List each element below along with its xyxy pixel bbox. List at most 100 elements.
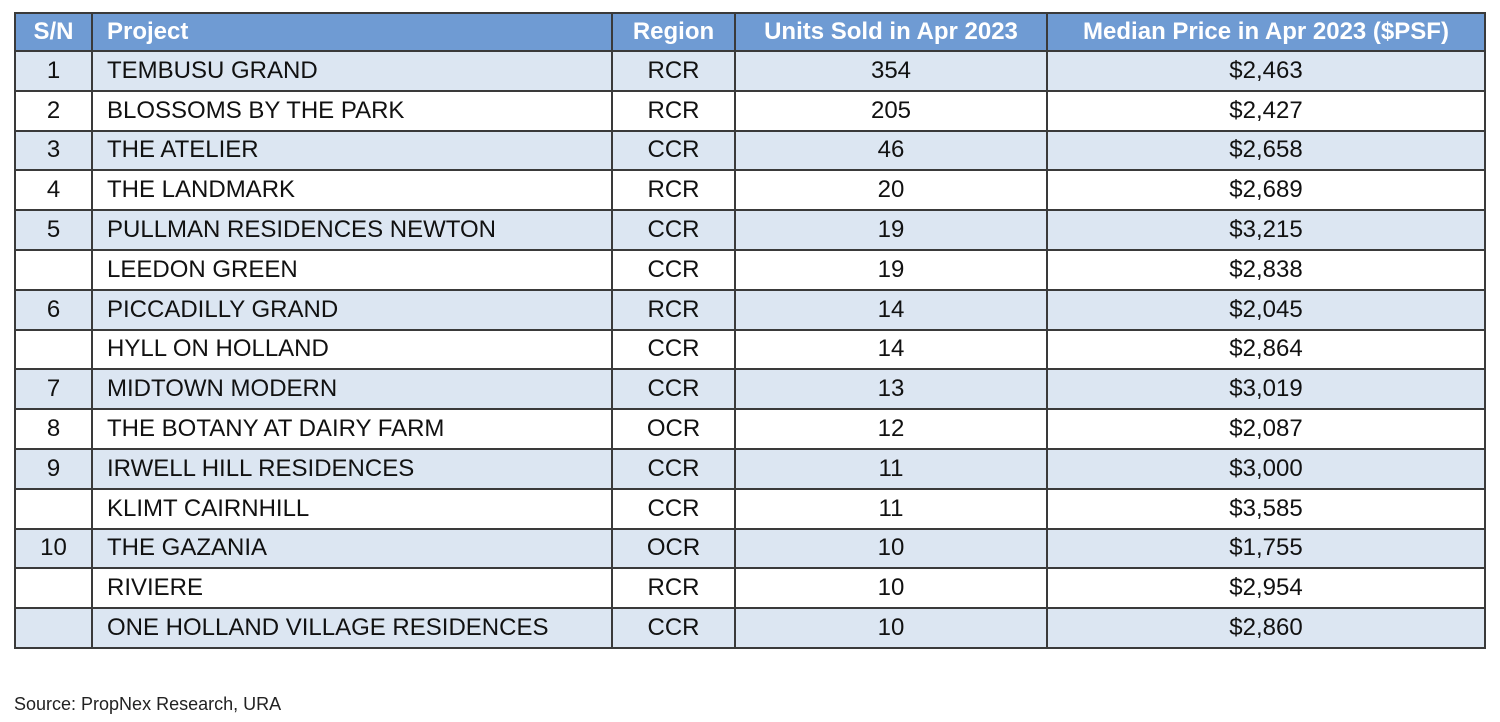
table-cell: LEEDON GREEN [91,248,613,291]
header-cell: Project [91,12,613,52]
table-cell: 12 [734,408,1048,450]
table-cell [14,607,93,649]
table-cell: RCR [611,169,736,212]
table-cell: $3,215 [1046,209,1486,251]
table-row: 6 PICCADILLY GRAND RCR 14 $2,045 [14,288,1486,331]
table-cell: 8 [14,408,93,450]
table-cell: 5 [14,209,93,251]
header-cell: Region [611,12,736,52]
table-row: 5 PULLMAN RESIDENCES NEWTON CCR 19 $3,215 [14,209,1486,251]
table-cell: CCR [611,209,736,251]
table-cell: KLIMT CAIRNHILL [91,487,613,530]
table-cell: PULLMAN RESIDENCES NEWTON [91,209,613,251]
table-cell: RCR [611,50,736,92]
table-cell: 11 [734,447,1048,490]
header-row: S/N Project Region Units Sold in Apr 2023 Me… [14,12,1486,52]
table-cell: CCR [611,328,736,371]
table-cell: CCR [611,487,736,530]
table-cell: $3,019 [1046,368,1486,411]
table-cell: 10 [734,527,1048,570]
table-cell [14,328,93,371]
table-row: RIVIERE RCR 10 $2,954 [14,567,1486,610]
table-cell: 19 [734,209,1048,251]
table-row: 2 BLOSSOMS BY THE PARK RCR 205 $2,427 [14,89,1486,132]
source-note: Source: PropNex Research, URA [14,694,282,714]
table-row: ONE HOLLAND VILLAGE RESIDENCES CCR 10 $2,86… [14,607,1486,649]
table-cell: PICCADILLY GRAND [91,288,613,331]
table-row: 10 THE GAZANIA OCR 10 $1,755 [14,527,1486,570]
table-cell: CCR [611,248,736,291]
table-cell: HYLL ON HOLLAND [91,328,613,371]
header-cell: Median Price in Apr 2023 ($PSF) [1046,12,1486,52]
table-cell: 7 [14,368,93,411]
table-cell: 20 [734,169,1048,212]
table-cell: 11 [734,487,1048,530]
table-cell: 6 [14,288,93,331]
table-cell: 13 [734,368,1048,411]
table-row: 8 THE BOTANY AT DAIRY FARM OCR 12 $2,087 [14,408,1486,450]
table-cell: RIVIERE [91,567,613,610]
sales-table: S/N Project Region Units Sold in Apr 2023 Me… [14,12,1486,649]
table-cell: $1,755 [1046,527,1486,570]
table-cell: $3,000 [1046,447,1486,490]
table-cell: $2,954 [1046,567,1486,610]
table-cell: $3,585 [1046,487,1486,530]
table-cell: RCR [611,288,736,331]
table-cell: 205 [734,89,1048,132]
header-cell: S/N [14,12,93,52]
table-cell: RCR [611,89,736,132]
table-body: 1 TEMBUSU GRAND RCR 354 $2,463 2 BLOSSOMS BY T… [14,50,1486,649]
table-cell [14,567,93,610]
table-cell: $2,838 [1046,248,1486,291]
table-cell: 19 [734,248,1048,291]
table-cell: 9 [14,447,93,490]
table-cell: 4 [14,169,93,212]
table-cell: $2,689 [1046,169,1486,212]
table-cell: 2 [14,89,93,132]
table-cell [14,487,93,530]
table-cell: $2,427 [1046,89,1486,132]
table-row: 7 MIDTOWN MODERN CCR 13 $3,019 [14,368,1486,411]
table-cell: THE BOTANY AT DAIRY FARM [91,408,613,450]
table-cell: $2,864 [1046,328,1486,371]
table-cell: 1 [14,50,93,92]
table-cell: ONE HOLLAND VILLAGE RESIDENCES [91,607,613,649]
table-cell: $2,087 [1046,408,1486,450]
table-cell: THE GAZANIA [91,527,613,570]
table-row: 1 TEMBUSU GRAND RCR 354 $2,463 [14,50,1486,92]
table-cell: THE ATELIER [91,129,613,172]
table-cell: 14 [734,328,1048,371]
table-row: KLIMT CAIRNHILL CCR 11 $3,585 [14,487,1486,530]
table-cell: BLOSSOMS BY THE PARK [91,89,613,132]
table-cell: $2,860 [1046,607,1486,649]
table-row: 4 THE LANDMARK RCR 20 $2,689 [14,169,1486,212]
table-cell: 14 [734,288,1048,331]
table-cell: $2,045 [1046,288,1486,331]
table-row: HYLL ON HOLLAND CCR 14 $2,864 [14,328,1486,371]
table-cell: IRWELL HILL RESIDENCES [91,447,613,490]
table-cell: TEMBUSU GRAND [91,50,613,92]
table-cell: CCR [611,368,736,411]
header-cell: Units Sold in Apr 2023 [734,12,1048,52]
table-row: 9 IRWELL HILL RESIDENCES CCR 11 $3,000 [14,447,1486,490]
table-cell: 3 [14,129,93,172]
table-cell [14,248,93,291]
table-cell: RCR [611,567,736,610]
table-cell: OCR [611,408,736,450]
table-row: 3 THE ATELIER CCR 46 $2,658 [14,129,1486,172]
table-cell: $2,463 [1046,50,1486,92]
table-cell: 10 [734,567,1048,610]
table-cell: CCR [611,129,736,172]
table-cell: 354 [734,50,1048,92]
table-cell: 10 [734,607,1048,649]
table-cell: THE LANDMARK [91,169,613,212]
table-row: LEEDON GREEN CCR 19 $2,838 [14,248,1486,291]
table-cell: MIDTOWN MODERN [91,368,613,411]
table-cell: $2,658 [1046,129,1486,172]
table-cell: 10 [14,527,93,570]
table-cell: 46 [734,129,1048,172]
table-cell: OCR [611,527,736,570]
table-cell: CCR [611,607,736,649]
table-cell: CCR [611,447,736,490]
